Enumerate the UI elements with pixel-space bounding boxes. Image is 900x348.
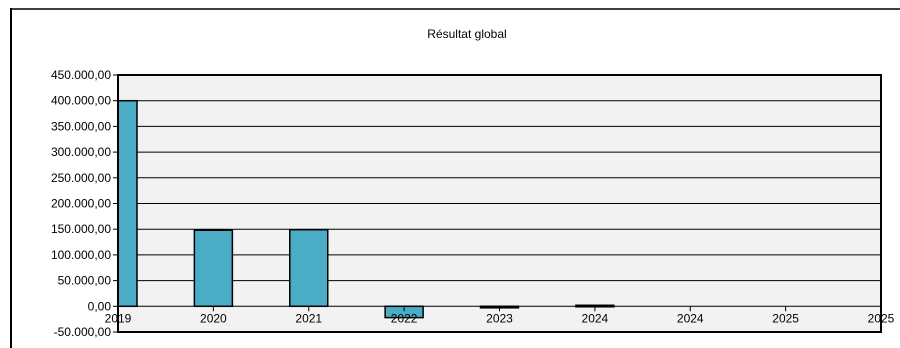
x-tick-label: 2025 (772, 311, 799, 325)
y-tick-label: -50.000,00 (54, 325, 112, 339)
x-axis-ticks: 2019 2020 2021 2022 2023 2024 2024 2025 2025 (105, 306, 895, 325)
x-tick-label: 2025 (868, 311, 895, 325)
x-tick-label: 2022 (391, 311, 418, 325)
x-tick-label: 2024 (582, 311, 609, 325)
y-axis-ticks: 450.000,00 400.000,00 350.000,00 300.000,00… (51, 68, 118, 339)
y-tick-label: 150.000,00 (51, 222, 111, 236)
y-tick-label: 0,00 (88, 299, 112, 313)
chart-title: Résultat global (427, 27, 506, 41)
x-tick-label: 2021 (295, 311, 322, 325)
y-tick-label: 250.000,00 (51, 171, 111, 185)
y-tick-label: 200.000,00 (51, 197, 111, 211)
y-tick-label: 450.000,00 (51, 68, 111, 82)
x-tick-label: 2020 (200, 311, 227, 325)
x-tick-label: 2024 (677, 311, 704, 325)
bar (117, 99, 138, 308)
y-tick-label: 100.000,00 (51, 248, 111, 262)
x-tick-label: 2023 (486, 311, 513, 325)
y-tick-label: 350.000,00 (51, 119, 111, 133)
y-tick-label: 400.000,00 (51, 94, 111, 108)
y-tick-label: 50.000,00 (58, 274, 112, 288)
bar (193, 229, 234, 308)
y-tick-label: 300.000,00 (51, 145, 111, 159)
bar (289, 228, 329, 308)
x-tick-label: 2019 (105, 311, 132, 325)
bars (117, 99, 615, 319)
